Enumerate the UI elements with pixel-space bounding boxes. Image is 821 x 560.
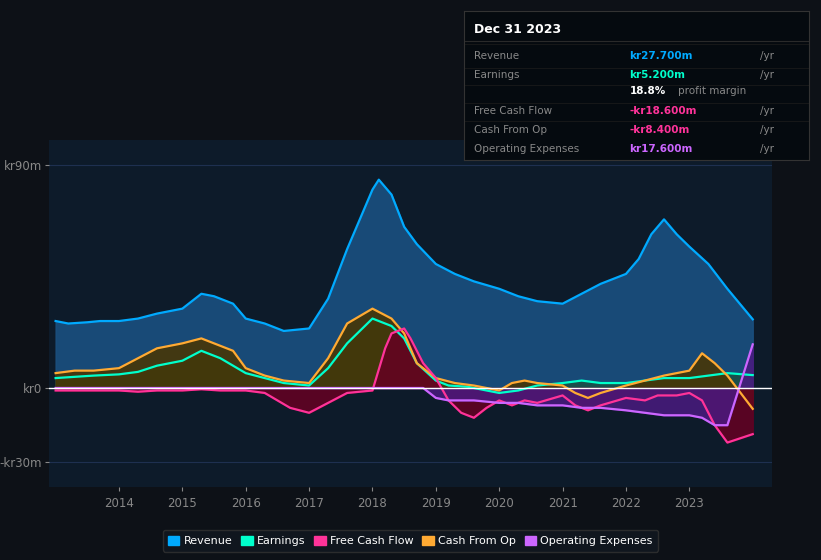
Text: /yr: /yr — [760, 106, 774, 115]
Text: /yr: /yr — [760, 144, 774, 154]
Text: /yr: /yr — [760, 70, 774, 80]
Text: profit margin: profit margin — [677, 86, 746, 96]
Text: /yr: /yr — [760, 51, 774, 60]
Text: /yr: /yr — [760, 125, 774, 135]
Text: kr17.600m: kr17.600m — [630, 144, 693, 154]
Text: -kr18.600m: -kr18.600m — [630, 106, 697, 115]
Text: -kr8.400m: -kr8.400m — [630, 125, 690, 135]
Text: kr5.200m: kr5.200m — [630, 70, 686, 80]
Text: Earnings: Earnings — [475, 70, 520, 80]
Text: kr27.700m: kr27.700m — [630, 51, 693, 60]
Text: Dec 31 2023: Dec 31 2023 — [475, 23, 562, 36]
Legend: Revenue, Earnings, Free Cash Flow, Cash From Op, Operating Expenses: Revenue, Earnings, Free Cash Flow, Cash … — [163, 530, 658, 552]
Text: Free Cash Flow: Free Cash Flow — [475, 106, 553, 115]
Text: Operating Expenses: Operating Expenses — [475, 144, 580, 154]
Text: Revenue: Revenue — [475, 51, 520, 60]
Text: Cash From Op: Cash From Op — [475, 125, 548, 135]
Text: 18.8%: 18.8% — [630, 86, 666, 96]
